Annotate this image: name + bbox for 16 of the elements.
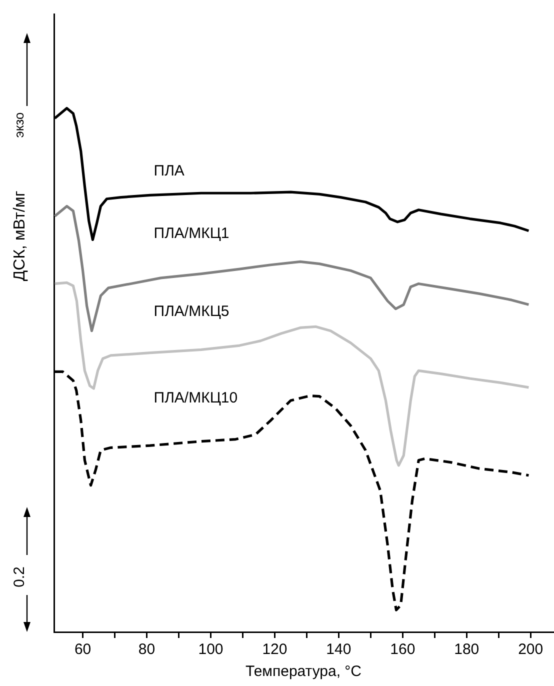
- x-tick-label: 180: [454, 641, 480, 658]
- x-tick-label: 160: [390, 641, 416, 658]
- text: ПЛА/МКЦ10: [154, 390, 238, 407]
- x-tick-label: 120: [262, 641, 288, 658]
- y-axis-title: ДСК, мВт/мг: [11, 190, 28, 282]
- series-label: ПЛА/МКЦ1: [154, 225, 230, 242]
- x-tick-label: 200: [518, 641, 544, 658]
- x-tick-label: 100: [198, 641, 224, 658]
- x-tick-label: 60: [74, 641, 92, 658]
- series-label: ПЛА/МКЦ5: [154, 303, 230, 320]
- x-tick-label: 140: [326, 641, 352, 658]
- x-axis-title: Температура, °C: [245, 663, 362, 680]
- text: 0.2: [11, 566, 28, 588]
- series-label: ПЛА: [154, 162, 184, 180]
- text: экзо: [12, 112, 27, 138]
- x-tick-label: 80: [138, 641, 156, 658]
